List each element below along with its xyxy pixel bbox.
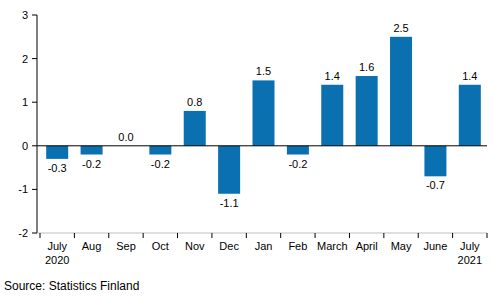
data-label: 0.8 [187,96,202,108]
x-tick [280,233,281,238]
x-tick-label-line: April [356,240,378,252]
x-tick [349,233,350,238]
y-tick-label: 3 [22,9,28,21]
x-tick [74,233,75,238]
x-tick-label: Sep [116,240,136,252]
x-tick-label-line: Feb [288,240,307,252]
y-tick [32,233,37,234]
data-label: 1.6 [359,61,374,73]
x-tick [383,233,384,238]
bar [459,85,481,146]
y-tick-label: 2 [22,53,28,65]
data-label: 0.0 [118,131,133,143]
data-label: -0.7 [426,179,445,191]
chart: -2 -1 0 1 2 3 -0.3 -0.2 0.0 -0.2 0.8 -1.1 1.5 -0.2 1.4… [0,0,493,304]
zero-line [37,145,487,146]
x-tick-label: Nov [185,240,205,252]
bar [81,146,103,155]
data-label: -0.3 [48,162,67,174]
x-tick-label-line: July [47,240,67,252]
y-axis-line [37,15,38,233]
data-label: -0.2 [151,158,170,170]
y-tick [32,58,37,59]
bar [321,85,343,146]
x-tick-label-line: Sep [116,240,136,252]
y-tick [32,102,37,103]
x-tick-label-line: June [423,240,447,252]
data-label: -0.2 [82,158,101,170]
x-tick-label: April [356,240,378,252]
x-tick [211,233,212,238]
x-tick [246,233,247,238]
data-label: 2.5 [393,22,408,34]
bar [184,111,206,146]
x-tick-label: Oct [152,240,169,252]
data-label: -0.2 [288,158,307,170]
data-label: 1.4 [325,70,340,82]
bar [287,146,309,155]
x-tick-label-line: Jan [255,240,273,252]
x-tick [418,233,419,238]
x-tick [108,233,109,238]
x-tick-label-line: Dec [219,240,239,252]
x-tick-label: Jan [255,240,273,252]
bar [390,37,412,146]
data-label: 1.5 [256,65,271,77]
x-tick-label: May [391,240,412,252]
x-tick-label: June [423,240,447,252]
x-tick-label: July 2021 [458,240,482,266]
x-tick-label: March [317,240,348,252]
x-tick [487,233,488,238]
x-tick [452,233,453,238]
x-tick-label-line: 2021 [458,254,482,266]
x-tick-label: Feb [288,240,307,252]
y-tick-label: -1 [18,183,28,195]
y-tick-label: -2 [18,227,28,239]
x-tick-label: July 2020 [45,240,69,266]
x-tick-label-line: May [391,240,412,252]
bar [424,146,446,177]
x-tick [143,233,144,238]
x-axis-line [37,233,487,234]
y-tick-label: 0 [22,140,28,152]
x-tick-label-line: Aug [82,240,102,252]
x-tick-label-line: 2020 [45,254,69,266]
x-tick-label: Aug [82,240,102,252]
bar [218,146,240,194]
y-tick [32,189,37,190]
bar [252,80,274,145]
x-tick [315,233,316,238]
x-tick [40,233,41,238]
data-label: 1.4 [462,70,477,82]
y-tick [32,15,37,16]
x-tick [177,233,178,238]
bars [46,37,481,194]
y-tick [32,145,37,146]
bar [149,146,171,155]
x-tick-label-line: July [460,240,480,252]
y-tick-label: 1 [22,96,28,108]
source: Source: Statistics Finland [4,279,139,293]
bar [356,76,378,146]
x-tick-label-line: March [317,240,348,252]
bar [46,146,68,159]
x-tick-label: Dec [219,240,239,252]
data-label: -1.1 [220,197,239,209]
x-tick-label-line: Oct [152,240,169,252]
x-tick-label-line: Nov [185,240,205,252]
